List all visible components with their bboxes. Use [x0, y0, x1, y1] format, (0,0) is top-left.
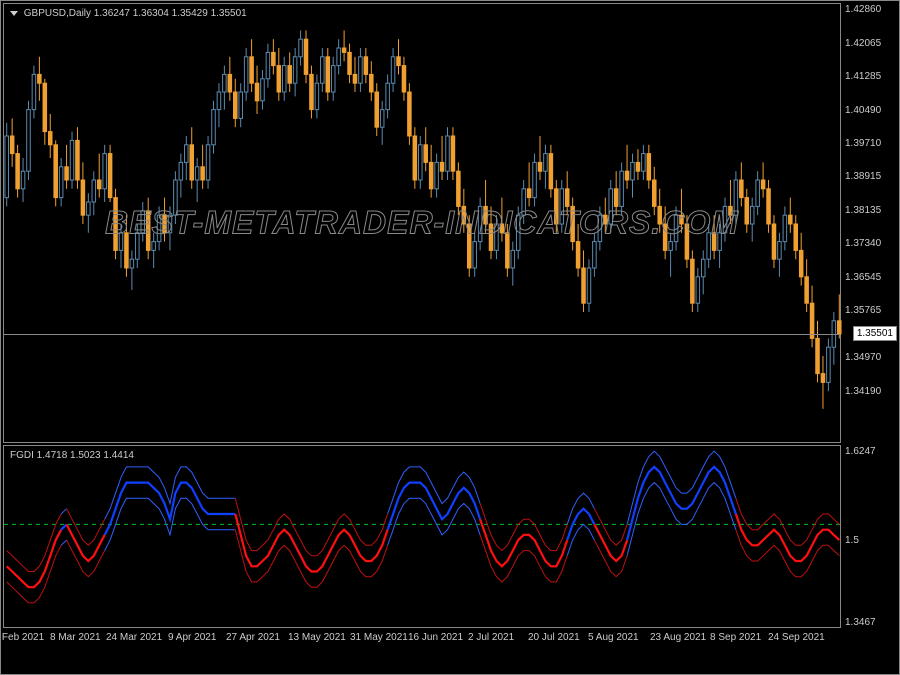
current-price-line [4, 334, 840, 335]
time-tick: 24 Mar 2021 [106, 632, 162, 643]
indicator-tick: 1.3467 [845, 617, 876, 628]
price-tick: 1.38135 [845, 205, 881, 216]
price-tick: 1.34190 [845, 386, 881, 397]
time-tick: 20 Jul 2021 [528, 632, 580, 643]
current-price-box: 1.35501 [853, 326, 897, 341]
indicator-tick: 1.6247 [845, 446, 876, 457]
dropdown-arrow-icon[interactable] [10, 11, 18, 16]
chart-container: GBPUSD,Daily 1.36247 1.36304 1.35429 1.3… [0, 0, 900, 675]
time-tick: 18 Feb 2021 [0, 632, 44, 643]
time-tick: 16 Jun 2021 [408, 632, 463, 643]
time-tick: 24 Sep 2021 [768, 632, 825, 643]
candlestick-svg [4, 4, 842, 444]
price-axis: 1.35501 1.42860 1.42065 1.41285 1.40490 1.39… [841, 3, 897, 443]
time-tick: 5 Aug 2021 [588, 632, 639, 643]
price-tick: 1.34970 [845, 352, 881, 363]
price-tick: 1.42065 [845, 38, 881, 49]
main-chart[interactable]: GBPUSD,Daily 1.36247 1.36304 1.35429 1.3… [3, 3, 841, 443]
time-axis: 18 Feb 2021 8 Mar 2021 24 Mar 2021 9 Apr 20… [3, 628, 841, 672]
indicator-axis: 1.6247 1.5 1.3467 [841, 445, 897, 628]
indicator-chart[interactable]: FGDI 1.4718 1.5023 1.4414 [3, 445, 841, 628]
time-tick: 2 Jul 2021 [468, 632, 514, 643]
symbol-header: GBPUSD,Daily 1.36247 1.36304 1.35429 1.3… [10, 8, 247, 19]
price-tick: 1.36545 [845, 272, 881, 283]
time-tick: 8 Mar 2021 [50, 632, 101, 643]
price-tick: 1.35765 [845, 305, 881, 316]
indicator-svg [4, 446, 842, 629]
time-tick: 13 May 2021 [288, 632, 346, 643]
price-tick: 1.37340 [845, 238, 881, 249]
time-tick: 9 Apr 2021 [168, 632, 216, 643]
symbol-text: GBPUSD,Daily 1.36247 1.36304 1.35429 1.3… [24, 8, 247, 19]
time-tick: 23 Aug 2021 [650, 632, 706, 643]
price-tick: 1.41285 [845, 71, 881, 82]
indicator-tick: 1.5 [845, 535, 859, 546]
price-tick: 1.39710 [845, 138, 881, 149]
time-tick: 27 Apr 2021 [226, 632, 280, 643]
indicator-header: FGDI 1.4718 1.5023 1.4414 [10, 450, 134, 461]
time-tick: 8 Sep 2021 [710, 632, 761, 643]
price-tick: 1.38915 [845, 171, 881, 182]
price-tick: 1.40490 [845, 105, 881, 116]
time-tick: 31 May 2021 [350, 632, 408, 643]
price-tick: 1.42860 [845, 4, 881, 15]
